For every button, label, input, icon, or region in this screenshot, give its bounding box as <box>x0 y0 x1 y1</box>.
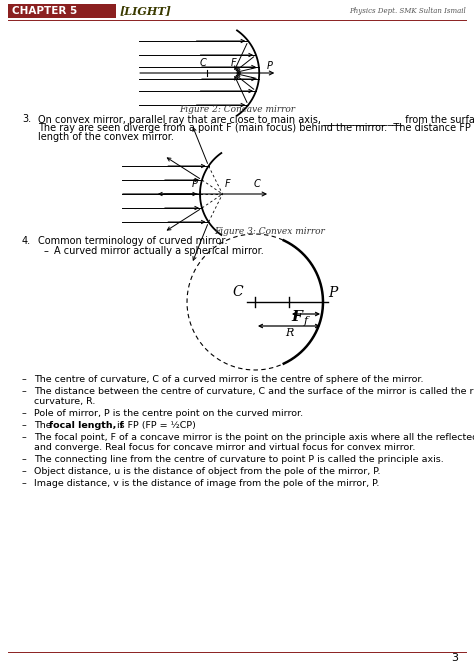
Text: –: – <box>22 421 27 430</box>
Text: R: R <box>285 328 293 338</box>
Text: The centre of curvature, C of a curved mirror is the centre of sphere of the mir: The centre of curvature, C of a curved m… <box>34 375 423 384</box>
Text: Image distance, v is the distance of image from the pole of the mirror, P.: Image distance, v is the distance of ima… <box>34 479 379 488</box>
Text: Figure 2: Concave mirror: Figure 2: Concave mirror <box>179 105 295 114</box>
Text: Object distance, u is the distance of object from the pole of the mirror, P.: Object distance, u is the distance of ob… <box>34 467 381 476</box>
Text: –: – <box>22 375 27 384</box>
Text: P: P <box>192 179 198 189</box>
Text: length of the convex mirror.: length of the convex mirror. <box>38 132 174 142</box>
Text: P: P <box>267 61 273 71</box>
Text: C: C <box>200 58 207 68</box>
Text: P: P <box>328 286 337 300</box>
Text: 4.: 4. <box>22 236 31 246</box>
Text: The distance between the centre of curvature, C and the surface of the mirror is: The distance between the centre of curva… <box>34 387 474 396</box>
Text: A curved mirror actually a spherical mirror.: A curved mirror actually a spherical mir… <box>54 246 264 256</box>
Text: Physics Dept. SMK Sultan Ismail: Physics Dept. SMK Sultan Ismail <box>349 7 466 15</box>
Text: [LIGHT]: [LIGHT] <box>120 5 172 17</box>
Text: Figure 3: Convex mirror: Figure 3: Convex mirror <box>215 227 325 236</box>
Text: –: – <box>44 246 49 256</box>
Text: The connecting line from the centre of curvature to point P is called the princi: The connecting line from the centre of c… <box>34 455 444 464</box>
Text: –: – <box>22 479 27 488</box>
Text: Pole of mirror, P is the centre point on the curved mirror.: Pole of mirror, P is the centre point on… <box>34 409 303 418</box>
Text: Common terminology of curved mirror.: Common terminology of curved mirror. <box>38 236 228 246</box>
Text: The focal point, F of a concave mirror is the point on the principle axis where : The focal point, F of a concave mirror i… <box>34 433 474 442</box>
Text: 3.: 3. <box>22 114 31 124</box>
Text: and converge. Real focus for concave mirror and virtual focus for convex mirror.: and converge. Real focus for concave mir… <box>34 443 415 452</box>
Text: –: – <box>22 433 27 442</box>
Text: –: – <box>22 455 27 464</box>
Text: On convex mirror, parallel ray that are close to main axis, ________________ fro: On convex mirror, parallel ray that are … <box>38 114 474 125</box>
Text: is FP (FP = ½CP): is FP (FP = ½CP) <box>114 421 196 430</box>
Text: The: The <box>34 421 55 430</box>
Text: f: f <box>304 316 308 326</box>
Text: F: F <box>291 310 302 324</box>
Text: The ray are seen diverge from a point F (main focus) behind the mirror.  The dis: The ray are seen diverge from a point F … <box>38 123 474 133</box>
Text: curvature, R.: curvature, R. <box>34 397 95 406</box>
Text: 3: 3 <box>451 653 458 663</box>
Text: C: C <box>232 285 243 299</box>
Bar <box>8 4 116 18</box>
Text: F: F <box>225 179 230 189</box>
Text: –: – <box>22 387 27 396</box>
Text: CHAPTER 5: CHAPTER 5 <box>12 6 77 16</box>
Text: –: – <box>22 467 27 476</box>
Text: C: C <box>254 179 261 189</box>
Text: focal length, f: focal length, f <box>49 421 124 430</box>
Text: –: – <box>22 409 27 418</box>
Text: F: F <box>230 58 236 68</box>
